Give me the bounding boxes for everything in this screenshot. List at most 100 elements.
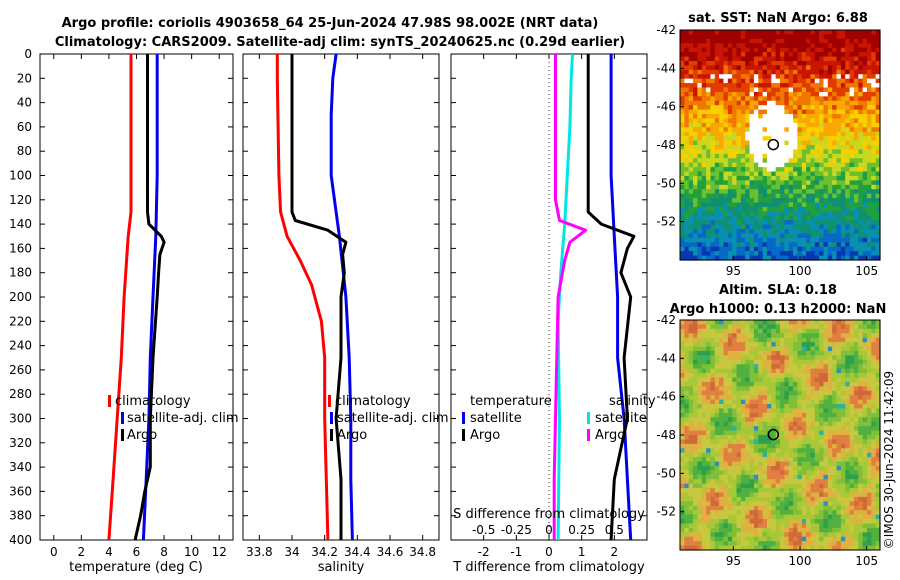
map-cell	[745, 505, 751, 511]
map-cell	[819, 350, 825, 356]
map-cell	[680, 381, 685, 387]
map-cell	[849, 246, 855, 252]
map-cell	[732, 131, 738, 137]
map-cell	[762, 237, 768, 243]
map-cell	[693, 175, 698, 181]
map-cell	[819, 83, 825, 89]
map-cell	[766, 373, 772, 379]
map-cell	[706, 320, 712, 326]
map-cell	[814, 377, 820, 383]
map-cell	[701, 34, 707, 40]
map-cell	[832, 184, 838, 190]
map-cell	[740, 417, 746, 423]
map-cell	[797, 461, 803, 467]
map-cell	[845, 470, 851, 476]
map-cell	[875, 457, 881, 463]
map-cell	[775, 474, 781, 480]
map-cell	[749, 492, 755, 498]
map-cell	[710, 417, 716, 423]
map-cell	[840, 333, 846, 339]
map-cell	[784, 386, 790, 392]
map-cell	[797, 337, 803, 343]
map-cell	[680, 328, 685, 334]
map-cell	[862, 215, 868, 221]
map-cell	[766, 109, 772, 115]
map-cell	[732, 488, 738, 494]
map-cell	[758, 488, 764, 494]
map-cell	[719, 452, 725, 458]
map-cell	[697, 333, 703, 339]
map-cell	[866, 412, 872, 418]
map-cell	[793, 251, 798, 257]
map-cell	[732, 233, 738, 239]
map-cell	[697, 175, 703, 181]
map-cell	[806, 408, 812, 414]
map-cell	[753, 510, 759, 516]
map-cell	[727, 69, 733, 75]
map-cell	[810, 255, 816, 261]
map-cell	[693, 399, 698, 405]
map-cell	[706, 399, 712, 405]
map-cell	[688, 333, 694, 339]
map-cell	[745, 399, 751, 405]
map-cell	[793, 158, 798, 164]
map-cell	[706, 492, 712, 498]
map-cell	[827, 233, 833, 239]
map-cell	[875, 202, 881, 208]
map-cell	[771, 198, 777, 204]
map-cell	[858, 242, 864, 248]
map-cell	[780, 96, 785, 102]
map-cell	[840, 435, 846, 441]
map-cell	[706, 184, 712, 190]
map-cell	[780, 87, 785, 93]
map-cell	[849, 255, 855, 261]
map-cell	[701, 461, 707, 467]
map-cell	[840, 43, 846, 49]
map-cell	[684, 461, 690, 467]
map-cell	[749, 255, 755, 261]
map-cell	[840, 60, 846, 66]
map-cell	[753, 448, 759, 454]
map-cell	[727, 175, 733, 181]
map-cell	[840, 381, 846, 387]
map-cell	[758, 145, 764, 151]
map-cell	[736, 541, 742, 547]
map-cell	[758, 96, 764, 102]
map-cell	[697, 202, 703, 208]
map-cell	[684, 171, 690, 177]
map-cell	[727, 91, 733, 97]
map-cell	[701, 452, 707, 458]
map-cell	[793, 386, 798, 392]
map-cell	[849, 439, 855, 445]
map-cell	[771, 69, 777, 75]
map-cell	[858, 184, 864, 190]
map-cell	[732, 523, 738, 529]
map-cell	[727, 52, 733, 58]
map-cell	[875, 519, 881, 525]
map-cell	[697, 96, 703, 102]
map-cell	[845, 342, 851, 348]
map-cell	[819, 426, 825, 432]
map-cell	[771, 377, 777, 383]
map-cell	[866, 395, 872, 401]
map-cell	[766, 417, 772, 423]
map-cell	[706, 474, 712, 480]
map-cell	[814, 158, 820, 164]
map-cell	[727, 417, 733, 423]
map-cell	[723, 320, 729, 326]
map-cell	[697, 74, 703, 80]
map-cell	[788, 162, 794, 168]
map-cell	[827, 158, 833, 164]
map-cell	[723, 83, 729, 89]
map-cell	[827, 237, 833, 243]
map-cell	[758, 457, 764, 463]
map-cell	[788, 501, 794, 507]
map-cell	[727, 395, 733, 401]
map-cell	[814, 206, 820, 212]
map-cell	[771, 167, 777, 173]
map-cell	[766, 390, 772, 396]
map-cell	[810, 492, 816, 498]
map-cell	[719, 251, 725, 257]
map-cell	[736, 242, 742, 248]
map-cell	[771, 465, 777, 471]
